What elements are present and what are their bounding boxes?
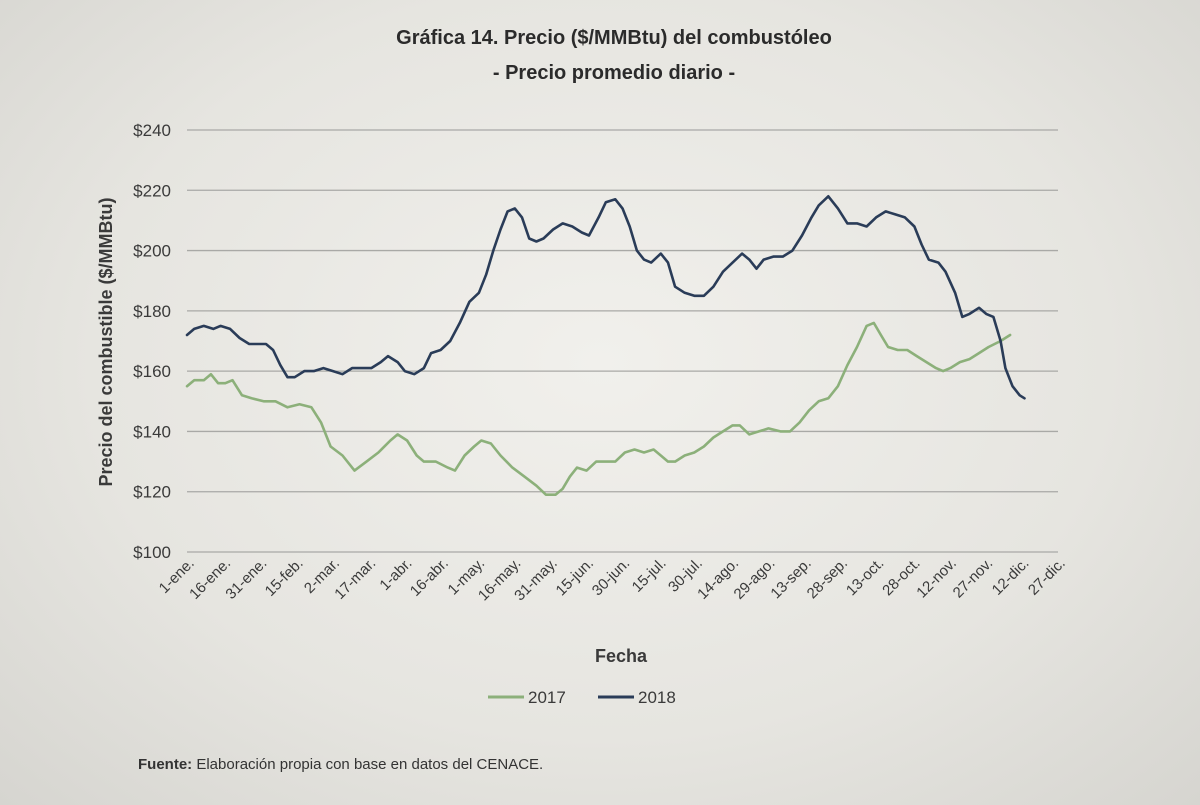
series-line-2017: [185, 321, 1012, 496]
legend-label-2017: 2017: [528, 688, 566, 707]
x-tick-label: 31-ene.: [222, 555, 270, 603]
x-tick-label: 16-abr.: [407, 555, 452, 600]
x-tick-label: 27-nov.: [950, 555, 997, 602]
x-tick-label: 29-ago.: [731, 555, 779, 603]
y-axis-label: Precio del combustible ($/MMBtu): [96, 197, 116, 486]
y-tick-label: $120: [133, 483, 171, 502]
y-tick-label: $220: [133, 181, 171, 200]
legend-label-2018: 2018: [638, 688, 676, 707]
y-axis: $100 $120 $140 $160 $180 $200 $220 $240: [133, 121, 171, 562]
y-tick-label: $140: [133, 422, 171, 441]
x-tick-label: 12-nov.: [913, 555, 960, 602]
x-tick-label: 27-dic.: [1025, 555, 1069, 599]
grid: [187, 129, 1058, 553]
x-tick-label: 15-feb.: [262, 555, 307, 600]
y-tick-label: $200: [133, 242, 171, 261]
x-axis-label: Fecha: [595, 646, 648, 666]
x-tick-label: 28-sep.: [804, 555, 851, 602]
x-tick-label: 12-dic.: [989, 555, 1033, 599]
y-tick-label: $160: [133, 362, 171, 381]
x-tick-label: 13-oct.: [843, 555, 887, 599]
series-line-2018: [185, 195, 1026, 400]
y-tick-label: $240: [133, 121, 171, 140]
chart-subtitle: - Precio promedio diario -: [493, 62, 735, 84]
y-tick-label: $100: [133, 543, 171, 562]
x-axis: 1-ene.16-ene.31-ene.15-feb.2-mar.17-mar.…: [156, 555, 1069, 605]
x-tick-label: 15-jun.: [553, 555, 597, 599]
source-text: Elaboración propia con base en datos del…: [196, 756, 544, 773]
y-tick-label: $180: [133, 302, 171, 321]
chart-title: Gráfica 14. Precio ($/MMBtu) del combust…: [396, 27, 832, 49]
x-tick-label: 15-jul.: [629, 555, 670, 596]
plot-area: [185, 195, 1026, 496]
source-label: Fuente:: [138, 756, 193, 773]
source-note: Fuente: Elaboración propia con base en d…: [138, 756, 543, 773]
legend: 2017 2018: [488, 688, 676, 707]
x-tick-label: 17-mar.: [331, 555, 379, 603]
x-tick-label: 30-jun.: [589, 555, 633, 599]
